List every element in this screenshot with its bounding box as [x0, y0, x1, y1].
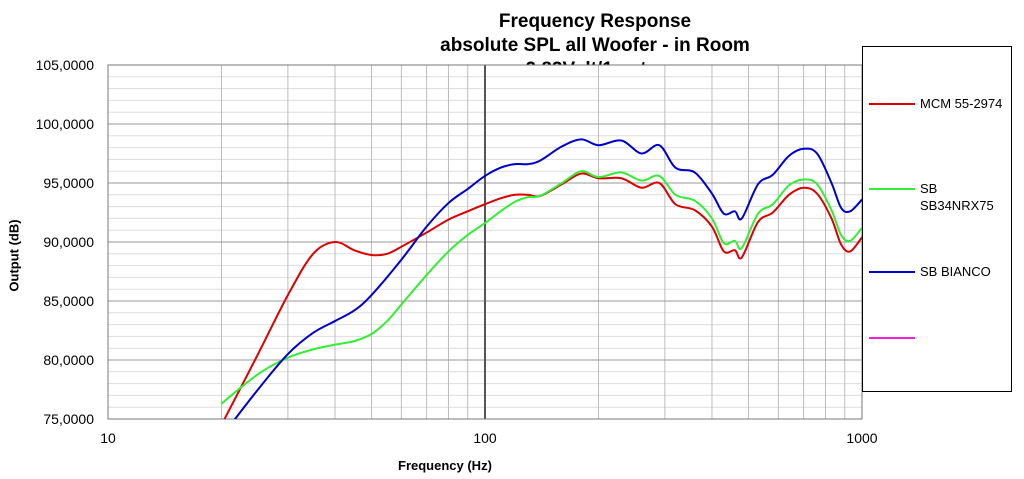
chart-title-line-1: Frequency Response — [498, 11, 692, 32]
y-tick-label: 100,0000 — [36, 116, 95, 132]
y-tick-label: 80,0000 — [43, 352, 94, 368]
y-tick-label: 90,0000 — [43, 234, 94, 250]
x-tick-label: 1000 — [846, 430, 877, 446]
legend-swatch-mcm — [869, 103, 915, 105]
chart-legend: MCM 55-2974 SB SB34NRX75 SB BIANCO — [862, 46, 1012, 392]
legend-label-mcm: MCM 55-2974 — [920, 96, 1003, 111]
y-tick-label: 75,0000 — [43, 411, 94, 427]
y-tick-label: 85,0000 — [43, 293, 94, 309]
x-tick-label: 100 — [473, 430, 497, 446]
series-line-sb-bianco — [233, 138, 862, 419]
x-axis-label: Frequency (Hz) — [398, 458, 492, 473]
series-line-mcm — [223, 172, 862, 419]
y-tick-label: 105,0000 — [36, 57, 95, 73]
chart-title-line-2: absolute SPL all Woofer - in Room — [440, 35, 750, 56]
legend-swatch-sb34nrx75 — [869, 188, 915, 190]
x-tick-label: 10 — [100, 430, 116, 446]
series-line-sb34nrx75 — [220, 170, 862, 405]
legend-swatch-sb-bianco — [869, 271, 915, 273]
legend-label-sb-bianco: SB BIANCO — [920, 264, 991, 279]
y-tick-label: 95,0000 — [43, 175, 94, 191]
y-axis-label: Output (dB) — [6, 219, 22, 292]
legend-swatch-unnamed — [869, 337, 915, 339]
legend-label-sb34nrx75: SB SB34NRX75 — [920, 181, 994, 213]
